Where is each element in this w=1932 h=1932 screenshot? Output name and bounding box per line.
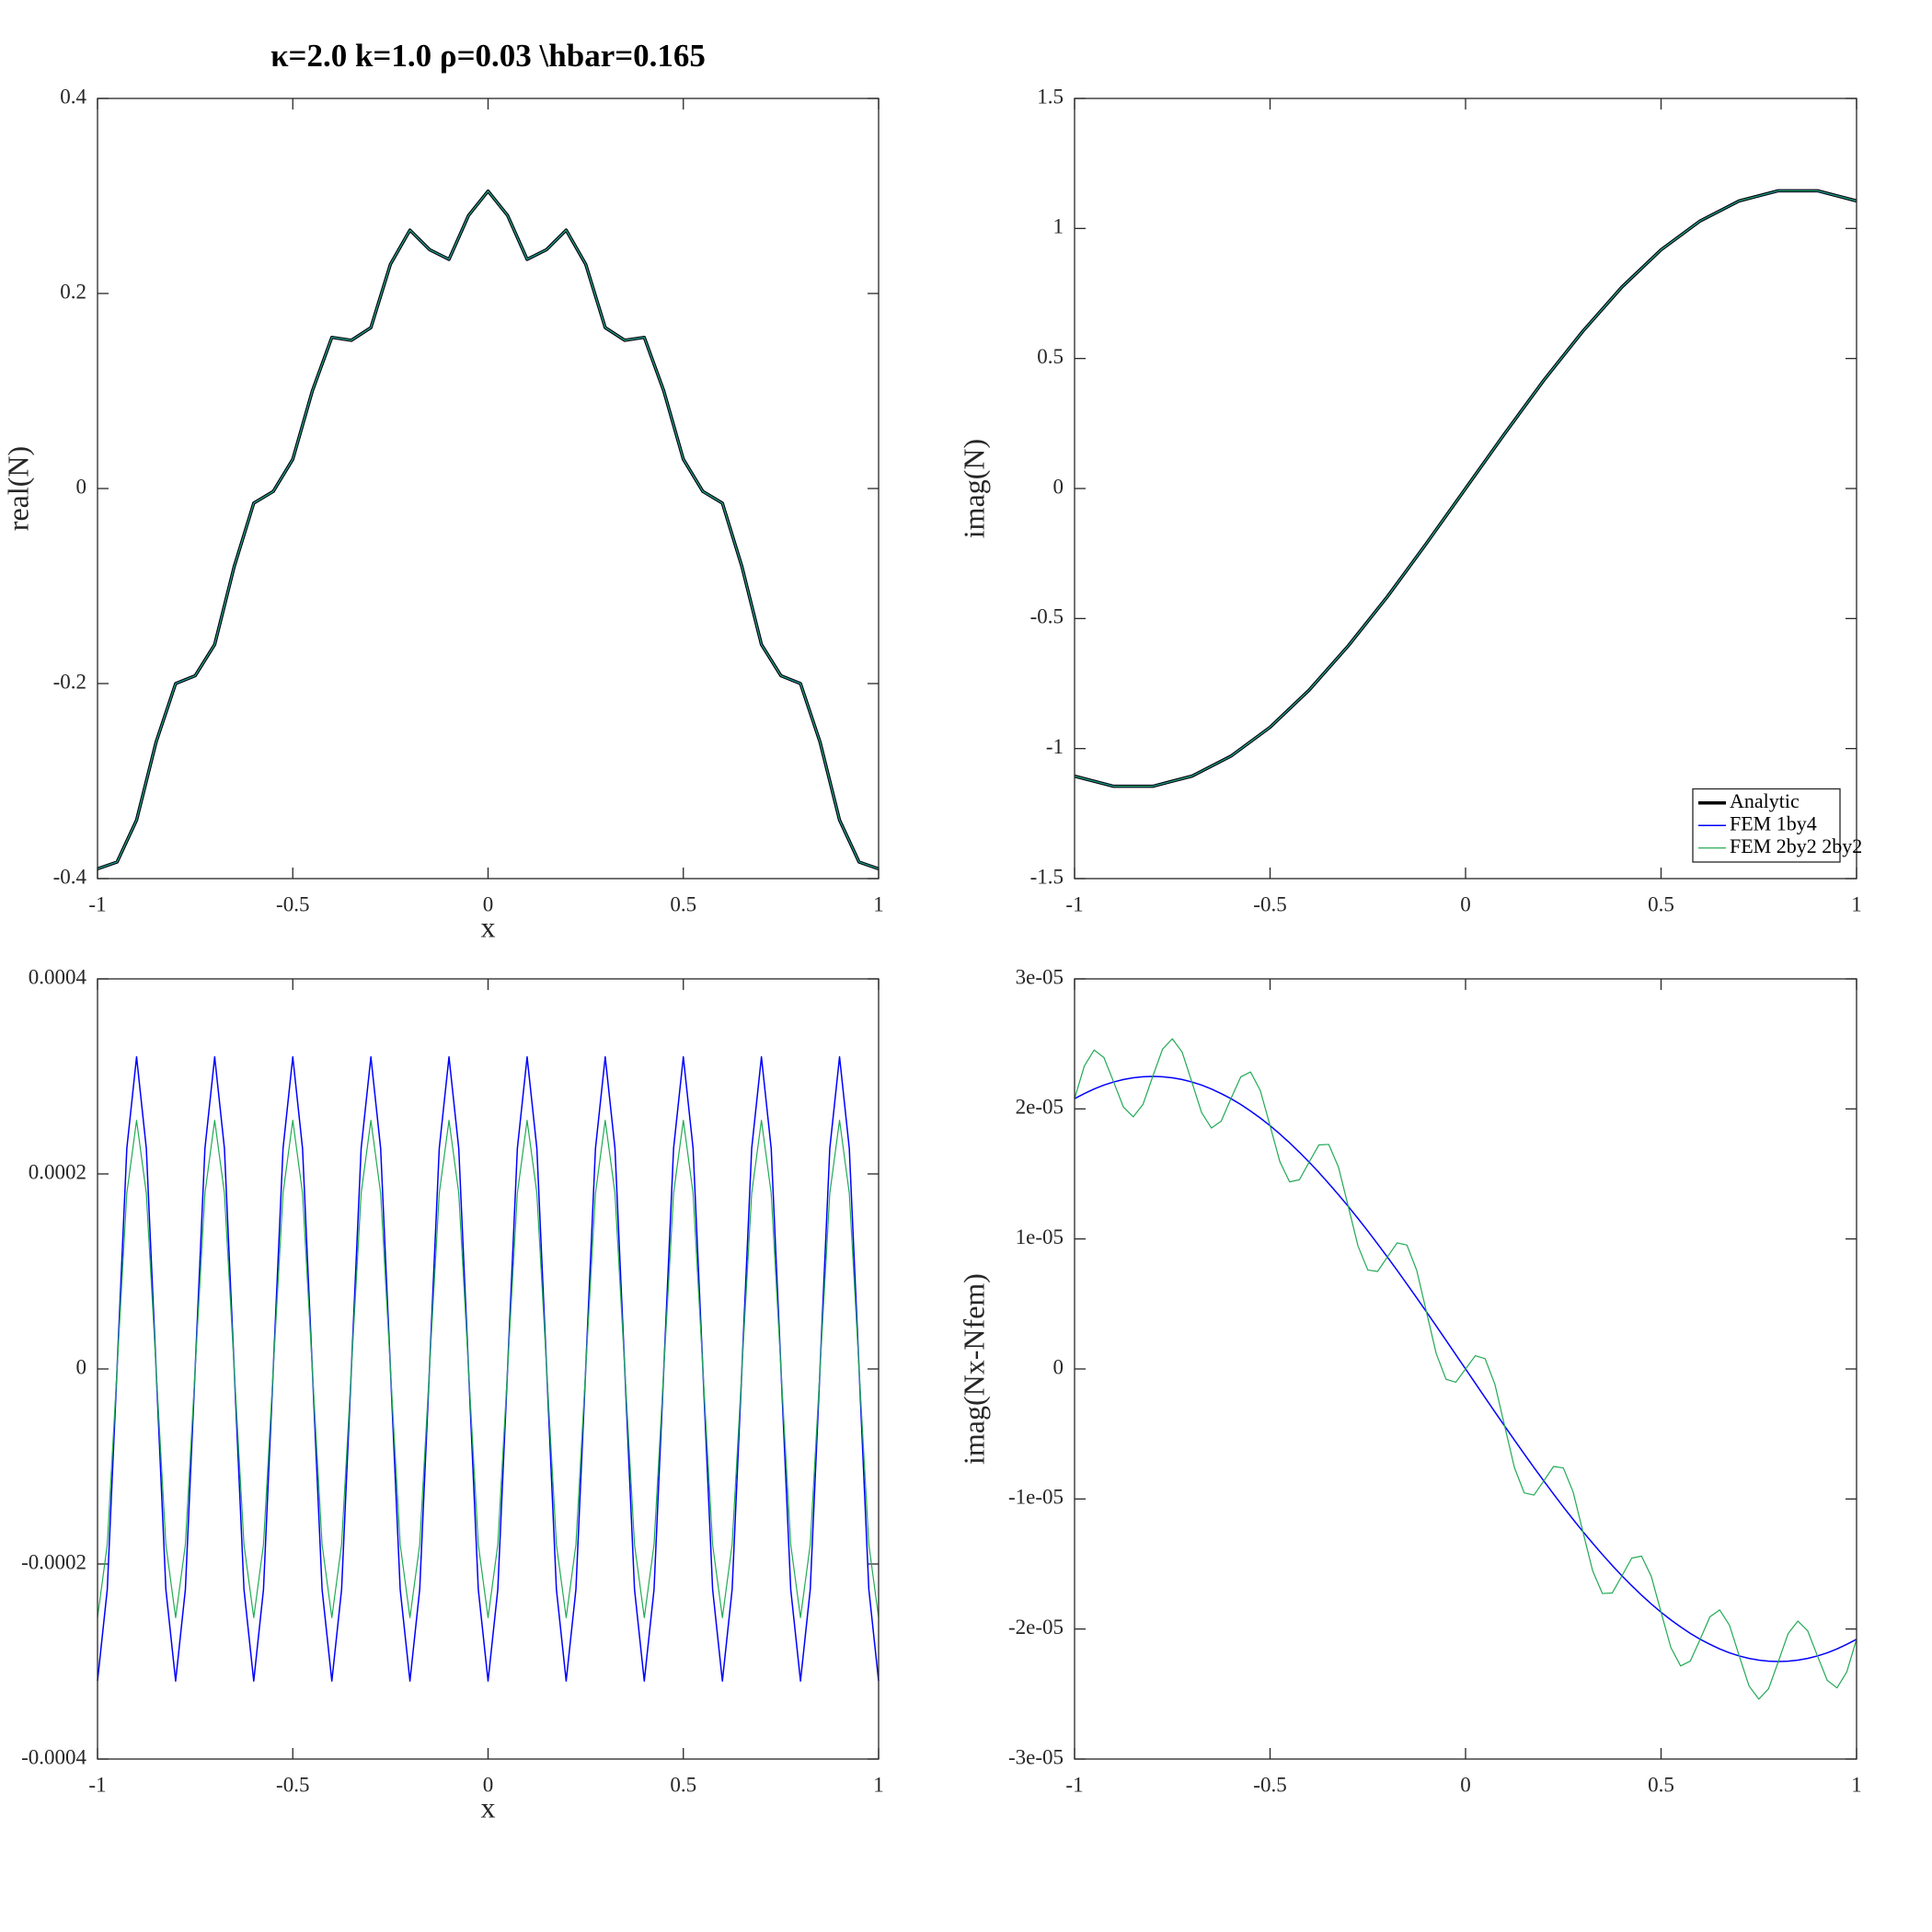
- y-tick-label: 0: [1053, 475, 1064, 498]
- x-tick-label: 0.5: [670, 1773, 696, 1796]
- subplot: -1 -0.5 0 0.5 1 -0.0004 -0.0002 0 0.0002 0.0004 x: [21, 965, 884, 1823]
- x-tick-label: 1: [873, 1773, 884, 1796]
- y-axis-label: imag(N): [957, 439, 990, 538]
- x-tick-label: 0: [1460, 892, 1471, 915]
- x-tick-label: -0.5: [1253, 892, 1286, 915]
- x-tick-label: 0: [483, 1773, 494, 1796]
- y-tick-label: -1: [1046, 735, 1064, 758]
- axes-frame: [1074, 978, 1857, 1760]
- y-tick-label: 0: [76, 475, 87, 498]
- x-tick-label: 0: [483, 892, 494, 915]
- line-series: [97, 1120, 880, 1618]
- x-tick-label: 0: [1460, 1773, 1471, 1796]
- subplot: -1 -0.5 0 0.5 1 -3e-05 -2e-05 -1e-05 0 1e-05 2e-05…: [957, 965, 1861, 1796]
- x-tick-label: -1: [1065, 892, 1083, 915]
- y-tick-label: 3e-05: [1016, 965, 1064, 988]
- x-tick-label: -1: [1065, 1773, 1083, 1796]
- axes-frame: [97, 98, 880, 880]
- subplot: -1 -0.5 0 0.5 1-1.5-1-0.500.511.5imag(N)Anal…: [957, 85, 1862, 915]
- y-tick-label: 0.0004: [29, 965, 87, 988]
- y-tick-label: 1e-05: [1016, 1225, 1064, 1248]
- y-tick-label: -0.5: [1030, 605, 1064, 628]
- x-tick-label: 1: [873, 892, 884, 915]
- y-axis-label: real(N): [1, 446, 34, 531]
- x-tick-label: 1: [1851, 892, 1862, 915]
- line-series: [97, 1056, 880, 1682]
- y-tick-label: 1.5: [1037, 85, 1064, 108]
- x-tick-label: -0.5: [1253, 1773, 1286, 1796]
- legend-label: FEM 2by2 2by2: [1730, 834, 1862, 857]
- legend-label: Analytic: [1730, 789, 1800, 812]
- x-tick-label: 1: [1851, 1773, 1862, 1796]
- x-tick-label: -0.5: [276, 1773, 309, 1796]
- x-tick-label: 0.5: [670, 892, 696, 915]
- chart-title: κ=2.0 k=1.0 ρ=0.03 \hbar=0.165: [270, 38, 706, 74]
- y-tick-label: -3e-05: [1008, 1745, 1064, 1768]
- x-tick-label: 0.5: [1648, 1773, 1674, 1796]
- y-tick-label: -0.0004: [21, 1745, 86, 1768]
- y-tick-label: 0: [1053, 1355, 1064, 1378]
- y-tick-label: -1e-05: [1008, 1486, 1064, 1509]
- subplot: -1 -0.5 0 0.5 1 -0.4 -0.2 0 0.2 0.4 κ=2.0 k=1.0 ρ=…: [1, 38, 883, 943]
- y-axis-label: imag(Nx-Nfem): [957, 1273, 990, 1465]
- line-series: [97, 190, 880, 870]
- y-tick-label: -0.2: [53, 670, 86, 693]
- line-series: [1074, 1038, 1857, 1700]
- y-tick-label: 0.5: [1037, 345, 1064, 368]
- y-tick-label: 0.4: [60, 85, 86, 108]
- y-tick-label: 0.0002: [29, 1160, 86, 1183]
- line-series: [97, 189, 880, 871]
- x-axis-label: x: [481, 910, 496, 943]
- x-tick-label: -1: [88, 892, 106, 915]
- x-tick-label: 0.5: [1648, 892, 1674, 915]
- x-tick-label: -1: [88, 1773, 106, 1796]
- y-tick-label: 1: [1053, 215, 1064, 238]
- y-tick-label: 2e-05: [1016, 1096, 1064, 1119]
- y-tick-label: -0.4: [53, 865, 87, 888]
- x-tick-label: -0.5: [276, 892, 309, 915]
- y-tick-label: -0.0002: [21, 1550, 86, 1573]
- y-tick-label: -2e-05: [1008, 1616, 1064, 1639]
- line-series: [1074, 190, 1857, 788]
- line-series: [97, 190, 880, 869]
- axes-frame: [1074, 98, 1857, 880]
- y-tick-label: -1.5: [1030, 865, 1064, 888]
- x-axis-label: x: [481, 1790, 496, 1823]
- y-tick-label: 0.2: [60, 280, 86, 303]
- axes-frame: [97, 978, 880, 1760]
- y-tick-label: 0: [76, 1355, 87, 1378]
- legend-label: FEM 1by4: [1730, 811, 1817, 834]
